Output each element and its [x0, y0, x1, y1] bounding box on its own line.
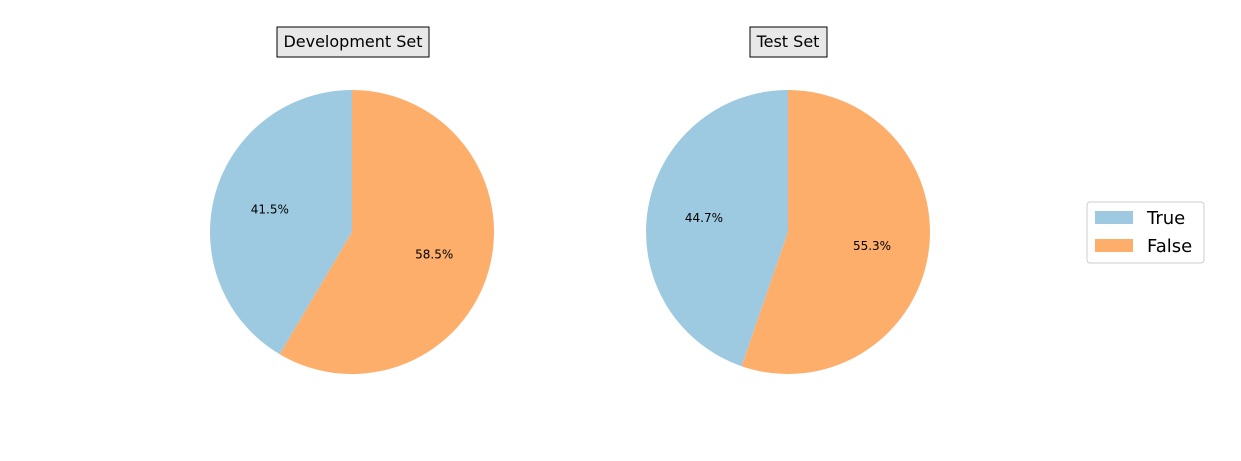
- legend-label-true: True: [1146, 208, 1185, 229]
- pie-title-box-test: [749, 26, 828, 58]
- pie-slice-test-false: [741, 90, 931, 374]
- legend-swatch-true: [1095, 211, 1133, 224]
- pie-title-test: Test Set: [756, 32, 820, 51]
- pie-slice-development-false: [279, 90, 495, 375]
- pie-value-label-development-false: 58.5%: [415, 247, 453, 261]
- pie-chart-test: Test Set 44.7% 55.3%: [646, 26, 931, 374]
- pie-title-box-development: [276, 26, 430, 58]
- pie-slices-test: [646, 90, 931, 374]
- pie-value-label-development-true: 41.5%: [251, 203, 289, 217]
- pie-value-labels-test: 44.7% 55.3%: [685, 211, 891, 253]
- pie-slice-development-true: [210, 90, 352, 355]
- legend-swatch-false: [1095, 239, 1133, 252]
- pie-title-development: Development Set: [283, 32, 422, 51]
- pie-slices-development: [210, 90, 495, 375]
- pie-slice-test-true: [646, 90, 788, 367]
- legend-label-false: False: [1147, 236, 1192, 257]
- legend: True False: [1086, 201, 1205, 264]
- pie-value-label-test-false: 55.3%: [853, 239, 891, 253]
- pie-chart-development: Development Set 41.5% 58.5%: [210, 26, 495, 375]
- pie-value-labels-development: 41.5% 58.5%: [251, 203, 453, 262]
- pie-value-label-test-true: 44.7%: [685, 211, 723, 225]
